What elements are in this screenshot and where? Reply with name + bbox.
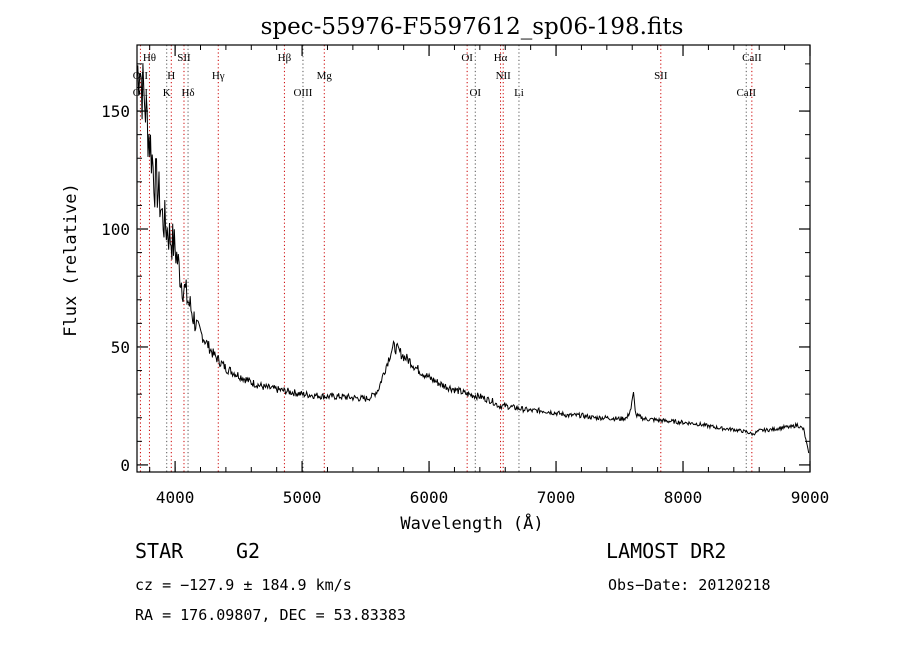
spectral-line-label: Li — [514, 87, 524, 99]
x-tick-label: 6000 — [410, 488, 449, 507]
spectral-line-label: CaII — [736, 87, 756, 99]
y-tick-label: 0 — [120, 456, 130, 475]
spectral-line-label: Hθ — [143, 52, 156, 64]
spectral-line-label: Hα — [494, 52, 508, 64]
x-tick-label: 7000 — [537, 488, 576, 507]
x-axis-ticks: 4000 5000 6000 7000 8000 9000 — [149, 45, 830, 507]
y-axis-label: Flux (relative) — [61, 183, 81, 337]
object-class: STAR — [135, 539, 184, 563]
spectral-line-label: Hγ — [212, 70, 225, 82]
spectrum-series-line — [136, 63, 810, 454]
coordinates: RA = 176.09807, DEC = 53.83383 — [135, 606, 406, 624]
survey-name: LAMOST DR2 — [606, 539, 726, 563]
x-tick-label: 4000 — [156, 488, 195, 507]
y-axis-ticks: 0 50 100 150 — [101, 63, 810, 475]
object-subclass: G2 — [236, 539, 260, 563]
obs-date: Obs−Date: 20120218 — [608, 576, 771, 594]
x-axis-label: Wavelength (Å) — [400, 512, 543, 534]
spectral-line-label: NII — [496, 70, 512, 82]
x-tick-label: 8000 — [664, 488, 703, 507]
spectral-line-label: OI — [461, 52, 473, 64]
y-tick-label: 50 — [111, 338, 130, 357]
spectral-line-label: Hδ — [181, 87, 194, 99]
spectral-line-label: H — [167, 70, 175, 82]
spectral-line-label: SII — [654, 70, 668, 82]
chart-title: spec-55976-F5597612_sp06-198.fits — [261, 14, 684, 40]
spectral-line-label: CaII — [742, 52, 762, 64]
spectral-line-label: SII — [177, 52, 191, 64]
spectral-line-label: OIII — [293, 87, 312, 99]
y-tick-label: 150 — [101, 102, 130, 121]
y-tick-label: 100 — [101, 220, 130, 239]
spectral-line-label: K — [163, 87, 171, 99]
x-tick-label: 9000 — [791, 488, 830, 507]
plot-frame — [136, 44, 811, 473]
x-tick-label: 5000 — [283, 488, 322, 507]
spectral-line-markers — [139, 45, 753, 472]
spectral-line-label: OI — [469, 87, 481, 99]
spectral-line-label: Mg — [317, 70, 333, 82]
spectral-line-label: Hβ — [278, 52, 292, 64]
redshift-info: cz = −127.9 ± 184.9 km/s — [135, 576, 352, 594]
